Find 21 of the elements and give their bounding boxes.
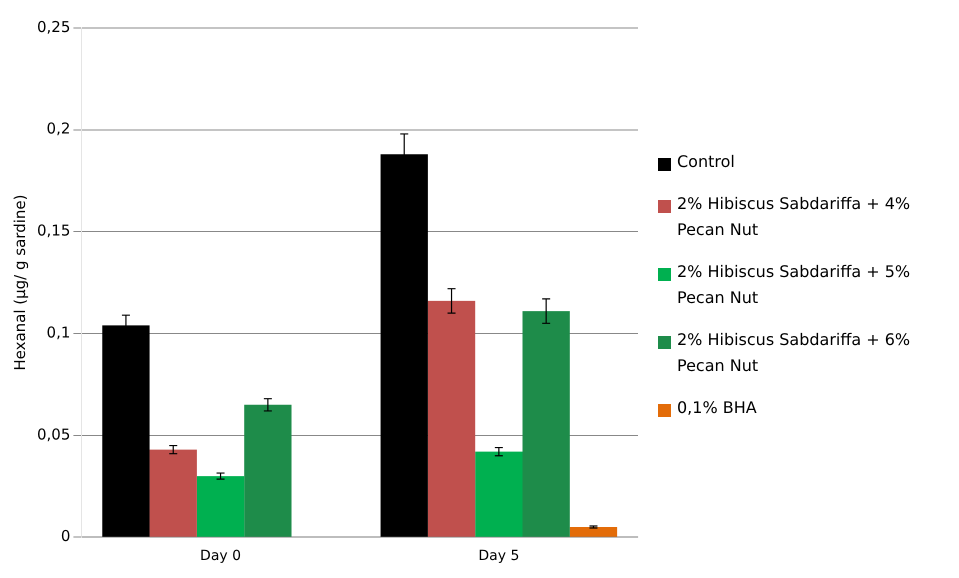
bar: [428, 300, 476, 537]
bar: [570, 527, 618, 537]
bar: [244, 404, 292, 537]
legend-label: 0,1% BHA: [677, 397, 757, 419]
legend-label: Control: [677, 151, 735, 173]
legend-label: 2% Hibiscus Sabdariffa + 5% Pecan Nut: [677, 261, 912, 309]
x-tick-label: Day 0: [200, 548, 242, 564]
bar: [475, 452, 523, 537]
x-tick-label: Day 5: [478, 548, 520, 564]
legend-label: 2% Hibiscus Sabdariffa + 4% Pecan Nut: [677, 193, 912, 241]
legend-label: 2% Hibiscus Sabdariffa + 6% Pecan Nut: [677, 329, 912, 377]
y-tick-label: 0,15: [36, 222, 70, 240]
bar: [522, 311, 570, 537]
y-tick-label: 0,2: [46, 120, 70, 138]
bar: [196, 476, 244, 537]
y-tick-label: 0,25: [36, 18, 70, 36]
y-axis-title: Hexanal (µg/ g sardine): [10, 194, 29, 371]
y-tick-label: 0: [60, 527, 70, 546]
bar: [150, 450, 197, 537]
y-tick-label: 0,05: [36, 425, 70, 444]
y-tick-label: 0,1: [46, 323, 70, 342]
